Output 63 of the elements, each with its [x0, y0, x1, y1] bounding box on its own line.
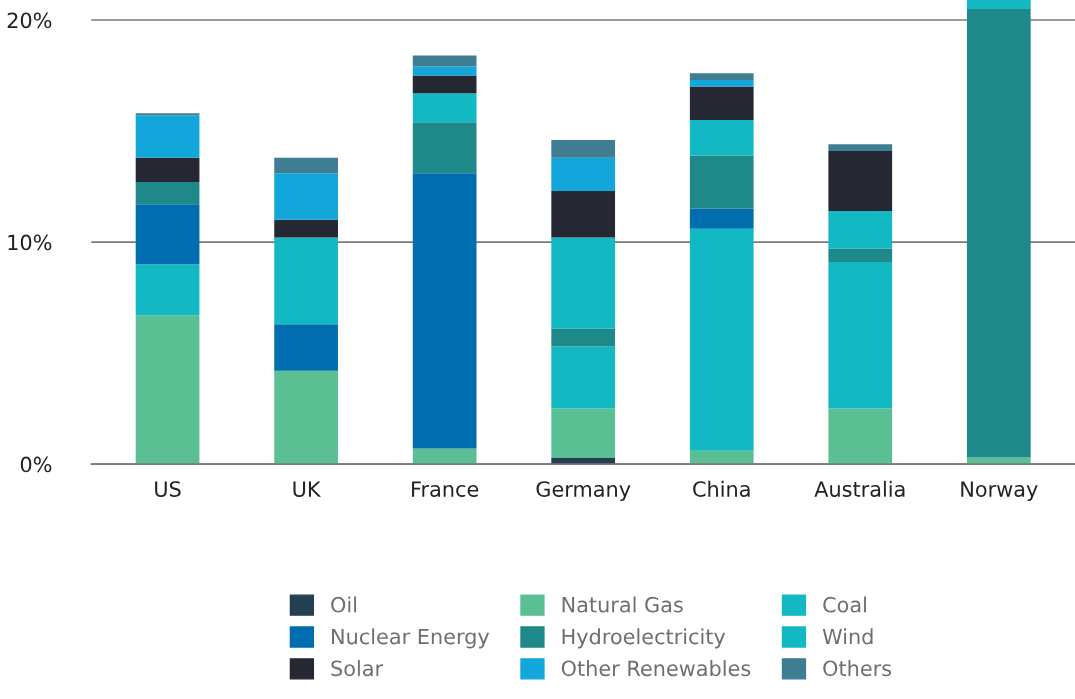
- bar: [689, 73, 754, 80]
- bar: [966, 8, 1031, 458]
- x-tick-label: Australia: [814, 480, 905, 497]
- bar: [274, 324, 338, 371]
- bar: [412, 93, 477, 123]
- bar: [412, 448, 477, 465]
- legend-label: Natural Gas: [562, 596, 683, 613]
- x-tick-label: Germany: [536, 481, 631, 501]
- x-tick-label: France: [412, 481, 479, 497]
- bar: [828, 248, 893, 263]
- bar: [828, 262, 893, 409]
- bar: [689, 155, 754, 209]
- bar: [551, 328, 616, 347]
- legend-label: Coal: [823, 596, 866, 613]
- bar: [274, 219, 338, 238]
- legend-label: Others: [823, 660, 892, 677]
- bar: [966, 457, 1031, 465]
- bar: [274, 370, 338, 465]
- bar: [966, 0, 1031, 9]
- bar: [689, 79, 754, 87]
- bar: [135, 115, 200, 158]
- bar: [274, 157, 338, 174]
- bar: [412, 66, 477, 76]
- bar: [274, 173, 338, 220]
- bar: [135, 182, 200, 205]
- bar: [689, 86, 754, 120]
- bar: [828, 151, 893, 211]
- bar: [689, 450, 754, 465]
- bar: [412, 173, 477, 449]
- bar: [828, 210, 893, 249]
- bar: [412, 55, 477, 67]
- bar: [135, 315, 200, 465]
- legend-label: Other Renewables: [561, 660, 751, 677]
- legend-label: Hydroelectricity: [562, 628, 726, 649]
- legend-label: Nuclear Energy: [332, 628, 490, 649]
- bar: [828, 408, 893, 465]
- x-tick-label: China: [693, 480, 750, 497]
- bar: [135, 264, 200, 316]
- y-tick-label: 0%: [20, 456, 52, 473]
- bar: [551, 139, 616, 158]
- bar: [551, 237, 616, 329]
- x-tick-label: US: [155, 481, 181, 497]
- bar: [551, 408, 616, 458]
- legend-label: Wind: [822, 628, 873, 645]
- bar: [689, 119, 754, 156]
- x-tick-label: UK: [293, 481, 321, 497]
- bar: [551, 157, 616, 191]
- y-tick-label: 20%: [7, 12, 52, 29]
- x-tick-label: Norway: [961, 481, 1038, 501]
- bar: [135, 157, 200, 183]
- y-tick-label: 10%: [8, 234, 52, 251]
- bar: [551, 346, 616, 409]
- bar: [689, 228, 754, 451]
- bar: [551, 190, 616, 238]
- legend-label: Solar: [331, 660, 384, 677]
- legend-label: Oil: [331, 596, 357, 613]
- bar: [274, 237, 338, 325]
- bar: [135, 204, 200, 265]
- bar: [412, 122, 477, 174]
- bar: [828, 144, 893, 152]
- bar: [412, 75, 477, 94]
- bar: [689, 208, 754, 229]
- bar: [551, 457, 616, 465]
